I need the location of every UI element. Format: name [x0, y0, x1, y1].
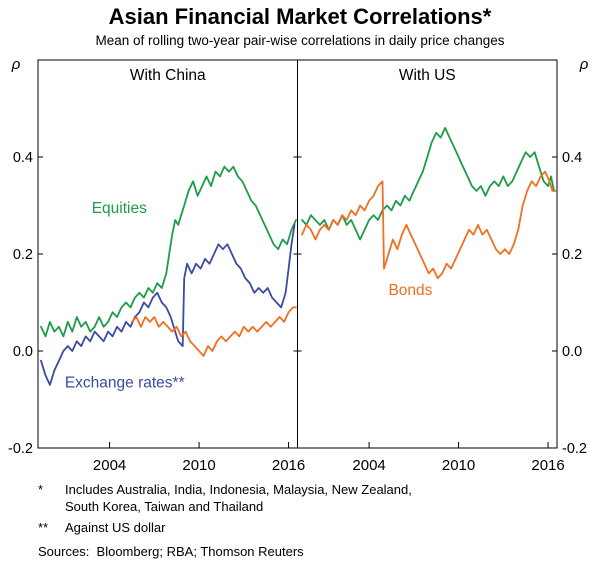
y-axis-label-right: -0.2: [562, 441, 587, 457]
footnote-star: * Includes Australia, India, Indonesia, …: [38, 481, 578, 515]
footnote-doublestar-text: Against US dollar: [65, 520, 166, 535]
series-label-bonds: Bonds: [388, 282, 432, 299]
footnote-doublestar-marker: **: [38, 520, 49, 535]
series-line-bonds-panel1: [301, 170, 557, 280]
footnotes: * Includes Australia, India, Indonesia, …: [38, 481, 578, 560]
series-line-bonds-panel0: [131, 306, 297, 357]
series-line-equities-panel1: [301, 127, 555, 241]
y-axis-label-right: 0.0: [562, 344, 582, 360]
series-line-equities-panel0: [40, 165, 297, 338]
y-axis-label-left: -0.2: [8, 441, 33, 457]
y-axis-label-right: 0.2: [562, 247, 582, 263]
x-axis-label: 2004: [93, 457, 126, 474]
x-axis-label: 2010: [182, 457, 215, 474]
chart-subtitle: Mean of rolling two-year pair-wise corre…: [95, 33, 505, 48]
x-axis-label: 2004: [352, 457, 385, 474]
x-axis-label: 2016: [531, 457, 564, 474]
footnote-star-marker: *: [38, 482, 44, 497]
panel-label-with-us: With US: [399, 67, 456, 84]
footnote-star-line2: South Korea, Taiwan and Thailand: [65, 499, 264, 514]
rho-symbol-left: ρ: [11, 56, 21, 73]
chart-canvas: -0.2 -0.2 0.0 0.0 0.2 0.2 0.4 0.4 2004 2010 2016 Wi…: [8, 56, 589, 474]
x-axis-label: 2010: [442, 457, 475, 474]
sources-line: Sources: Bloomberg; RBA; Thomson Reuters: [38, 544, 304, 559]
y-axis-label-left: 0.2: [13, 247, 33, 263]
y-axis-label-left: 0.4: [13, 150, 33, 166]
panel-label-with-china: With China: [130, 67, 206, 84]
footnote-doublestar: ** Against US dollar: [38, 519, 578, 536]
series-label-exchange-rates: Exchange rates**: [65, 374, 185, 391]
footnote-star-line1: Includes Australia, India, Indonesia, Ma…: [65, 482, 412, 497]
series-label-equities: Equities: [92, 200, 147, 217]
series-line-exchange-rates-panel0: [40, 223, 296, 386]
y-axis-label-right: 0.4: [562, 150, 582, 166]
y-axis-label-left: 0.0: [13, 344, 33, 360]
x-axis-label: 2016: [272, 457, 305, 474]
rho-symbol-right: ρ: [579, 56, 589, 73]
chart-title: Asian Financial Market Correlations*: [108, 4, 492, 29]
